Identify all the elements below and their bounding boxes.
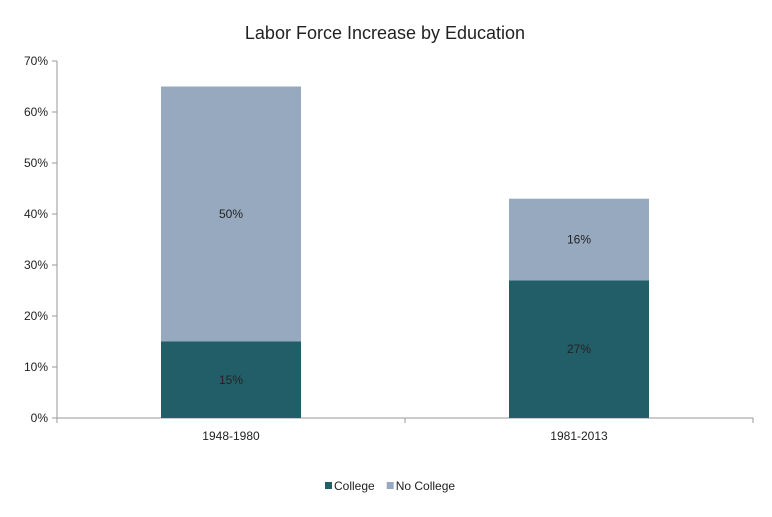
legend-swatch (386, 482, 394, 489)
legend-swatch (325, 482, 332, 489)
y-tick-label: 0% (31, 411, 49, 425)
y-tick-label: 20% (24, 309, 48, 323)
legend: College No College (325, 479, 455, 493)
x-category-label: 1948-1980 (202, 429, 260, 443)
bar-no-college-1948-1980 (161, 86, 301, 342)
data-label: 16% (567, 233, 591, 247)
y-tick-label: 30% (24, 258, 48, 272)
y-tick-label: 70% (24, 54, 48, 68)
y-tick-label: 10% (24, 360, 48, 374)
y-tick-label: 50% (24, 156, 48, 170)
legend-label: No College (396, 479, 456, 493)
data-label: 27% (567, 342, 591, 356)
bar-college-1948-1980 (161, 341, 301, 418)
bar-no-college-1981-2013 (509, 198, 649, 281)
y-tick-label: 60% (24, 105, 48, 119)
chart-title: Labor Force Increase by Education (245, 23, 525, 43)
bars: 15% 50% 1948-1980 27% 16% 1981-2013 (161, 86, 649, 443)
data-label: 50% (219, 207, 243, 221)
y-tick-label: 40% (24, 207, 48, 221)
data-label: 15% (219, 373, 243, 387)
legend-label: College (334, 479, 375, 493)
bar-college-1981-2013 (509, 280, 649, 418)
x-category-label: 1981-2013 (550, 429, 608, 443)
